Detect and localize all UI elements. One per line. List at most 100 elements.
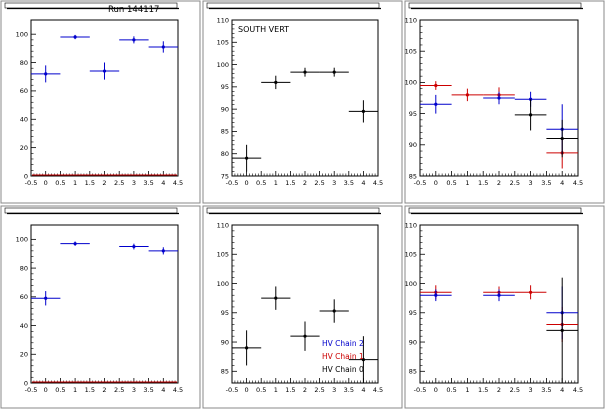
x-tick-label: 4.5 (373, 386, 383, 394)
data-point (361, 357, 365, 362)
x-tick-label: 2 (303, 386, 307, 394)
series-1 (232, 67, 378, 172)
legend-entry: HV Chain 2 (322, 339, 364, 348)
data-point (274, 296, 278, 300)
x-tick-label: 0 (245, 386, 249, 394)
x-tick-label: 1 (73, 386, 77, 394)
panel-frame (202, 205, 403, 409)
x-tick-label: 3 (132, 386, 136, 394)
y-tick-label: 85 (409, 172, 417, 180)
y-tick-label: 95 (409, 110, 417, 118)
x-tick-label: 3 (132, 179, 136, 187)
data-point (434, 102, 438, 106)
chart-panel-5: -0.5 0 0.5 1 1.5 2 2.5 3 3.5 4 4.5 85 90 95 100 105 110 H… (202, 205, 403, 409)
x-tick-label: -0.5 (25, 179, 38, 187)
y-tick-label: 90 (409, 141, 417, 149)
panel-title-box (408, 207, 582, 214)
chart-panel-3: -0.5 0 0.5 1 1.5 2 2.5 3 3.5 4 4.5 85 90 95 100 105 110 (404, 0, 605, 204)
y-tick-label: 110 (217, 221, 229, 229)
x-tick-label: 2.5 (314, 386, 324, 394)
data-point (361, 109, 365, 113)
x-tick-label: 4 (560, 386, 564, 394)
panel-title-box (206, 2, 380, 9)
x-tick-label: 1 (274, 179, 278, 187)
data-point (303, 334, 307, 338)
run-label: Run 144117 (108, 5, 159, 15)
panel-frame (404, 205, 605, 409)
x-tick-label: 0 (44, 386, 48, 394)
y-tick-label: 85 (221, 368, 229, 376)
x-tick-label: 4 (361, 179, 365, 187)
data-point (161, 249, 165, 253)
x-tick-label: 1 (465, 386, 469, 394)
y-tick-label: 20 (20, 144, 28, 152)
x-tick-label: 3.5 (143, 386, 153, 394)
series-1 (31, 241, 178, 306)
x-tick-label: 0 (245, 179, 249, 187)
x-tick-label: 3 (332, 179, 336, 187)
y-tick-label: 95 (221, 309, 229, 317)
y-tick-label: 105 (405, 251, 417, 259)
y-tick-label: 110 (217, 16, 229, 24)
x-tick-label: 4.5 (373, 179, 383, 187)
y-tick-label: 40 (20, 322, 28, 330)
y-tick-label: 95 (409, 309, 417, 317)
x-tick-label: 0.5 (256, 386, 266, 394)
y-tick-label: 0 (24, 379, 28, 387)
x-tick-label: 1.5 (285, 179, 295, 187)
x-tick-label: 1.5 (85, 179, 95, 187)
x-tick-label: 2 (497, 179, 501, 187)
data-point (73, 242, 77, 246)
data-point (332, 70, 336, 74)
y-tick-label: 100 (405, 280, 417, 288)
x-tick-label: 2 (497, 386, 501, 394)
data-point (560, 328, 564, 332)
y-tick-label: 20 (20, 351, 28, 359)
x-tick-label: 4.5 (573, 386, 583, 394)
data-point (303, 70, 307, 74)
x-tick-label: 4.5 (173, 386, 183, 394)
y-tick-label: 85 (409, 368, 417, 376)
x-tick-label: 2.5 (314, 179, 324, 187)
y-tick-label: 90 (221, 105, 229, 113)
series-3 (514, 99, 578, 158)
chart-panel-6: -0.5 0 0.5 1 1.5 2 2.5 3 3.5 4 4.5 85 90 95 100 105 110 (404, 205, 605, 409)
panel-title-box (408, 2, 582, 9)
data-point (44, 72, 48, 76)
y-tick-label: 60 (20, 293, 28, 301)
x-tick-label: 1 (73, 179, 77, 187)
y-tick-label: 85 (221, 128, 229, 136)
y-tick-label: 100 (217, 61, 229, 69)
x-tick-label: 2 (102, 179, 106, 187)
data-point (44, 296, 48, 300)
series-1 (31, 34, 178, 83)
panel-title-box (206, 207, 380, 214)
x-tick-label: 4 (161, 179, 165, 187)
x-tick-label: 2.5 (510, 386, 520, 394)
x-tick-label: 1 (274, 386, 278, 394)
data-point (132, 38, 136, 42)
y-tick-label: 110 (405, 221, 417, 229)
y-tick-label: 90 (221, 338, 229, 346)
x-tick-label: 2.5 (114, 386, 124, 394)
x-tick-label: 2.5 (114, 179, 124, 187)
legend-entry: HV Chain 0 (322, 365, 364, 374)
x-tick-label: 2 (102, 386, 106, 394)
y-tick-label: 95 (221, 83, 229, 91)
data-point (497, 96, 501, 100)
data-point (465, 93, 469, 97)
x-tick-label: 1 (465, 179, 469, 187)
x-tick-label: 0.5 (55, 179, 65, 187)
x-tick-label: 3.5 (344, 386, 354, 394)
y-tick-label: 60 (20, 87, 28, 95)
x-tick-label: 0.5 (55, 386, 65, 394)
x-tick-label: 2.5 (510, 179, 520, 187)
data-point (434, 293, 438, 297)
plot-annotation: SOUTH VERT (238, 25, 289, 34)
x-tick-label: 1.5 (85, 386, 95, 394)
y-tick-label: 100 (405, 79, 417, 87)
data-point (497, 293, 501, 297)
series-3 (546, 277, 578, 383)
